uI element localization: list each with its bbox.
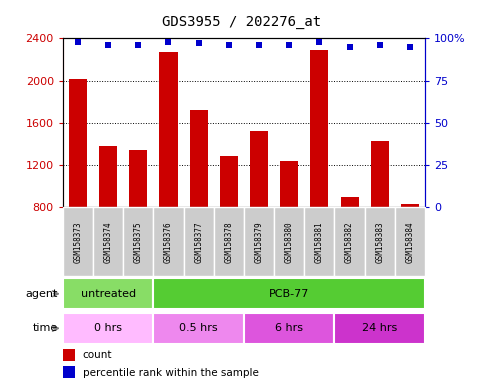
Text: percentile rank within the sample: percentile rank within the sample: [83, 367, 258, 377]
Text: time: time: [33, 323, 58, 333]
Bar: [365, 207, 395, 276]
Bar: [99, 146, 117, 207]
Text: GSM158376: GSM158376: [164, 221, 173, 263]
Text: 6 hrs: 6 hrs: [275, 323, 303, 333]
Text: PCB-77: PCB-77: [269, 289, 310, 299]
Bar: [154, 313, 244, 344]
Bar: [63, 349, 75, 361]
Bar: [401, 204, 419, 207]
Text: agent: agent: [26, 289, 58, 299]
Point: [315, 39, 323, 45]
Text: GSM158382: GSM158382: [345, 221, 354, 263]
Bar: [63, 207, 93, 276]
Bar: [371, 141, 389, 207]
Bar: [334, 207, 365, 276]
Bar: [63, 278, 154, 310]
Point: [376, 42, 384, 48]
Bar: [63, 366, 75, 379]
Bar: [341, 197, 358, 207]
Point: [74, 39, 82, 45]
Bar: [123, 207, 154, 276]
Text: GSM158375: GSM158375: [134, 221, 143, 263]
Bar: [220, 156, 238, 207]
Point: [225, 42, 233, 48]
Point: [346, 44, 354, 50]
Bar: [311, 50, 328, 207]
Bar: [154, 207, 184, 276]
Bar: [334, 313, 425, 344]
Text: GSM158379: GSM158379: [255, 221, 264, 263]
Text: count: count: [83, 350, 112, 360]
Text: GSM158378: GSM158378: [224, 221, 233, 263]
Bar: [184, 207, 213, 276]
Bar: [189, 110, 208, 207]
Bar: [213, 207, 244, 276]
Point: [255, 42, 263, 48]
Text: 0 hrs: 0 hrs: [94, 323, 122, 333]
Bar: [395, 207, 425, 276]
Bar: [93, 207, 123, 276]
Bar: [154, 278, 425, 310]
Text: 24 hrs: 24 hrs: [362, 323, 398, 333]
Text: GSM158380: GSM158380: [284, 221, 294, 263]
Text: GSM158384: GSM158384: [405, 221, 414, 263]
Point: [406, 44, 414, 50]
Bar: [250, 131, 268, 207]
Text: GDS3955 / 202276_at: GDS3955 / 202276_at: [162, 15, 321, 29]
Point: [285, 42, 293, 48]
Bar: [280, 161, 298, 207]
Text: GSM158373: GSM158373: [73, 221, 83, 263]
Text: GSM158381: GSM158381: [315, 221, 324, 263]
Bar: [244, 313, 334, 344]
Text: GSM158383: GSM158383: [375, 221, 384, 263]
Point: [165, 39, 172, 45]
Bar: [63, 313, 154, 344]
Bar: [244, 207, 274, 276]
Point: [104, 42, 112, 48]
Bar: [69, 78, 87, 207]
Text: untreated: untreated: [81, 289, 136, 299]
Bar: [304, 207, 334, 276]
Text: GSM158377: GSM158377: [194, 221, 203, 263]
Text: GSM158374: GSM158374: [103, 221, 113, 263]
Text: 0.5 hrs: 0.5 hrs: [179, 323, 218, 333]
Bar: [129, 150, 147, 207]
Bar: [274, 207, 304, 276]
Bar: [159, 52, 178, 207]
Point: [195, 40, 202, 46]
Point: [134, 42, 142, 48]
